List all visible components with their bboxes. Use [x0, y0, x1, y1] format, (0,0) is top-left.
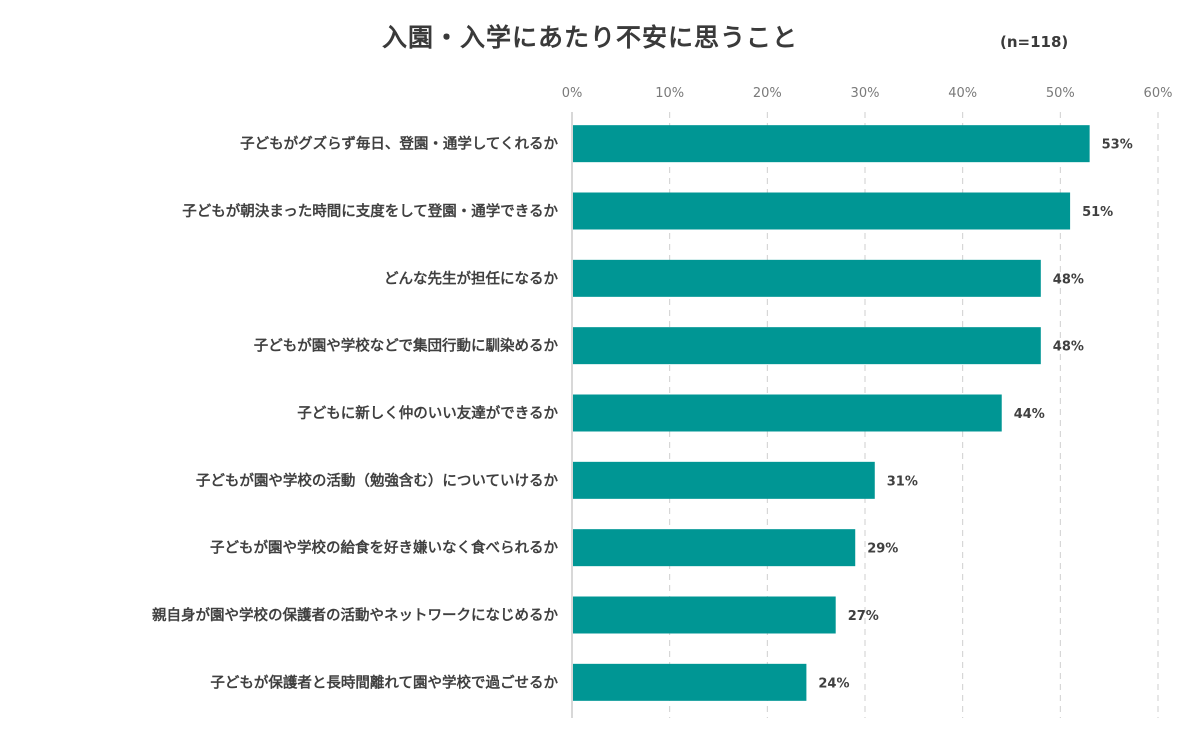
bar: [573, 327, 1041, 365]
bar: [573, 596, 836, 634]
data-label: 48%: [1053, 272, 1084, 287]
data-label: 51%: [1082, 205, 1113, 220]
category-label: 子どもが園や学校などで集団行動に馴染めるか: [254, 337, 559, 355]
data-label: 29%: [867, 542, 898, 557]
data-label: 48%: [1053, 340, 1084, 355]
x-tick-label: 30%: [851, 86, 880, 101]
bar: [573, 663, 807, 701]
x-tick-label: 50%: [1046, 86, 1075, 101]
x-tick-label: 60%: [1144, 86, 1173, 101]
bar: [573, 529, 856, 567]
x-tick-label: 10%: [655, 86, 684, 101]
category-label: 子どもが保護者と長時間離れて園や学校で過ごせるか: [210, 673, 558, 691]
bar: [573, 461, 875, 499]
data-label: 53%: [1102, 138, 1133, 153]
x-tick-label: 20%: [753, 86, 782, 101]
x-tick-label: 40%: [948, 86, 977, 101]
bar: [573, 192, 1071, 230]
x-tick-label: 0%: [562, 86, 583, 101]
category-label: 子どもがグズらず毎日、登園・通学してくれるか: [240, 135, 558, 153]
bar: [573, 125, 1090, 163]
data-label: 27%: [848, 609, 879, 624]
bar: [573, 259, 1041, 297]
data-label: 24%: [818, 676, 849, 691]
category-label: 親自身が園や学校の保護者の活動やネットワークになじめるか: [152, 606, 558, 624]
data-label: 31%: [887, 474, 918, 489]
chart-sample-size: (n=118): [1000, 33, 1069, 51]
chart-title: 入園・入学にあたり不安に思うこと: [381, 23, 798, 52]
category-label: どんな先生が担任になるか: [384, 269, 558, 287]
bar: [573, 394, 1002, 432]
category-label: 子どもに新しく仲のいい友達ができるか: [297, 404, 558, 422]
category-label: 子どもが園や学校の給食を好き嫌いなく食べられるか: [210, 539, 558, 557]
category-label: 子どもが朝決まった時間に支度をして登園・通学できるか: [182, 202, 558, 220]
data-label: 44%: [1014, 407, 1045, 422]
category-label: 子どもが園や学校の活動（勉強含む）についていけるか: [196, 471, 559, 489]
